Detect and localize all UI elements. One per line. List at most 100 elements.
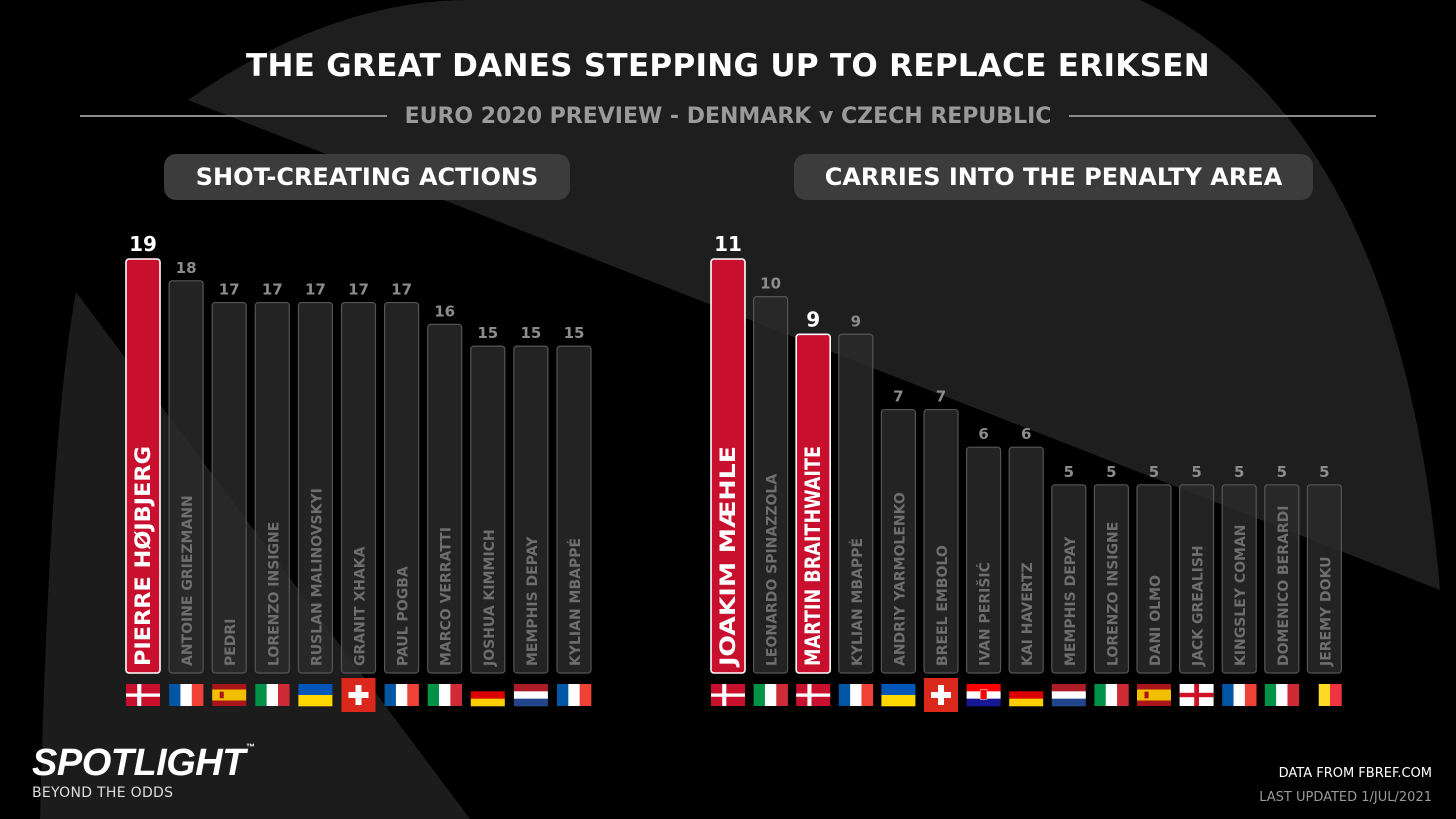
bar-martin-braithwaite	[795, 333, 832, 674]
bar-pedri	[211, 301, 247, 674]
france-flag-icon	[169, 684, 204, 706]
bar-kai-havertz	[1008, 446, 1044, 674]
germany-flag-icon	[1009, 684, 1044, 707]
italy-flag-icon	[427, 684, 462, 706]
bar-group-lorenzo-insigne: 5 LORENZO INSIGNE	[1093, 463, 1130, 674]
bar-group-leonardo-spinazzola: 10 LEONARDO SPINAZZOLA	[752, 275, 789, 674]
value-label-marco-verratti: 16	[434, 302, 455, 320]
value-label-dani-olmo: 5	[1149, 463, 1159, 481]
value-label-memphis-depay: 15	[520, 324, 541, 342]
denmark-flag-icon	[796, 684, 831, 706]
player-label-marco-verratti: MARCO VERRATTI	[439, 527, 455, 666]
value-label-ivan-perisic: 6	[978, 425, 988, 443]
player-label-memphis-depay: MEMPHIS DEPAY	[1063, 536, 1079, 666]
bar-leonardo-spinazzola	[752, 296, 789, 674]
player-label-jeremy-doku: JEREMY DOKU	[1318, 556, 1334, 667]
value-label-domenico-berardi: 5	[1277, 463, 1287, 481]
player-label-lorenzo-insigne: LORENZO INSIGNE	[1105, 522, 1121, 666]
spotlight-logo: SPOTLIGHT™	[32, 742, 255, 784]
ukraine-flag-icon	[298, 684, 333, 707]
bar-memphis-depay	[1051, 484, 1087, 674]
player-label-andriy-yarmolenko: ANDRIY YARMOLENKO	[892, 492, 908, 666]
value-label-joshua-kimmich: 15	[477, 324, 498, 342]
bar-group-domenico-berardi: 5 DOMENICO BERARDI	[1264, 463, 1300, 674]
croatia-flag-icon	[966, 684, 1001, 707]
france-flag-icon	[557, 684, 592, 706]
value-label-pierre-hojbjerg: 19	[129, 232, 157, 256]
player-label-lorenzo-insigne: LORENZO INSIGNE	[266, 522, 282, 666]
bar-group-memphis-depay: 15 MEMPHIS DEPAY	[513, 324, 549, 674]
bar-paul-pogba	[384, 301, 420, 674]
value-label-jack-grealish: 5	[1191, 463, 1201, 481]
bar-group-antoine-griezmann: 18 ANTOINE GRIEZMANN	[168, 259, 204, 674]
value-label-kai-havertz: 6	[1021, 425, 1031, 443]
bar-group-andriy-yarmolenko: 7 ANDRIY YARMOLENKO	[880, 388, 917, 674]
panel-title-shot-creating-actions: SHOT-CREATING ACTIONS	[164, 154, 570, 200]
bar-joshua-kimmich	[470, 345, 506, 674]
bar-dani-olmo	[1136, 484, 1172, 674]
bar-group-jack-grealish: 5 JACK GREALISH	[1178, 463, 1215, 674]
netherlands-flag-icon	[1051, 684, 1086, 707]
player-label-memphis-depay: MEMPHIS DEPAY	[525, 536, 541, 666]
value-label-joakim-maehle: 11	[714, 232, 742, 256]
value-label-breel-embolo: 7	[936, 388, 946, 406]
italy-flag-icon	[753, 684, 788, 706]
player-label-kingsley-coman: KINGSLEY COMAN	[1233, 524, 1249, 666]
subtitle-row: EURO 2020 PREVIEW - DENMARK v CZECH REPU…	[80, 100, 1377, 132]
chart-title: THE GREAT DANES STEPPING UP TO REPLACE E…	[246, 48, 1210, 84]
player-label-ruslan-malinovskyi: RUSLAN MALINOVSKYI	[309, 488, 325, 666]
value-label-antoine-griezmann: 18	[176, 259, 197, 277]
bar-group-breel-embolo: 7 BREEL EMBOLO	[923, 388, 959, 674]
bar-group-kylian-mbappe: 9 KYLIAN MBAPPÉ	[838, 312, 874, 674]
bar-group-ruslan-malinovskyi: 17 RUSLAN MALINOVSKYI	[297, 281, 333, 674]
bar-kylian-mbappe	[838, 333, 874, 674]
bar-breel-embolo	[923, 408, 959, 674]
bar-andriy-yarmolenko	[880, 408, 917, 674]
brand-tagline: BEYOND THE ODDS	[32, 785, 174, 801]
bar-pierre-hojbjerg	[125, 258, 161, 674]
player-label-domenico-berardi: DOMENICO BERARDI	[1276, 506, 1292, 666]
bar-antoine-griezmann	[168, 280, 204, 674]
bar-group-pierre-hojbjerg: 19 PIERRE HØJBJERG	[125, 232, 161, 674]
italy-flag-icon	[1094, 684, 1129, 706]
bar-jack-grealish	[1178, 484, 1215, 674]
value-label-granit-xhaka: 17	[348, 281, 369, 299]
bar-group-dani-olmo: 5 DANI OLMO	[1136, 463, 1172, 674]
bar-domenico-berardi	[1264, 484, 1300, 674]
value-label-memphis-depay: 5	[1064, 463, 1074, 481]
bar-granit-xhaka	[340, 301, 377, 674]
ukraine-flag-icon	[881, 684, 916, 707]
player-label-antoine-griezmann: ANTOINE GRIEZMANN	[180, 495, 196, 666]
player-label-leonardo-spinazzola: LEONARDO SPINAZZOLA	[765, 474, 781, 666]
bar-joakim-maehle	[710, 258, 746, 674]
bar-group-joshua-kimmich: 15 JOSHUA KIMMICH	[470, 324, 506, 674]
player-label-ivan-perisic: IVAN PERIŠIĆ	[976, 562, 994, 666]
player-label-kai-havertz: KAI HAVERTZ	[1020, 562, 1036, 666]
bar-group-memphis-depay: 5 MEMPHIS DEPAY	[1051, 463, 1087, 674]
value-label-leonardo-spinazzola: 10	[760, 275, 781, 293]
panel-title-carries-into-penalty-area: CARRIES INTO THE PENALTY AREA	[794, 154, 1313, 200]
bar-group-ivan-perisic: 6 IVAN PERIŠIĆ	[965, 425, 1002, 674]
value-label-lorenzo-insigne: 5	[1106, 463, 1116, 481]
divider-right	[1069, 115, 1377, 117]
bar-marco-verratti	[427, 323, 463, 674]
divider-left	[80, 115, 387, 117]
italy-flag-icon	[1264, 684, 1300, 706]
bar-memphis-depay	[513, 345, 549, 674]
spain-flag-icon	[1137, 684, 1171, 706]
value-label-lorenzo-insigne: 17	[262, 281, 283, 299]
bar-group-marco-verratti: 16 MARCO VERRATTI	[427, 302, 463, 674]
switzerland-flag-icon	[341, 678, 376, 712]
netherlands-flag-icon	[513, 684, 548, 707]
spain-flag-icon	[212, 684, 247, 706]
player-label-martin-braithwaite: MARTIN BRAITHWAITE	[801, 446, 825, 666]
value-label-andriy-yarmolenko: 7	[893, 388, 903, 406]
bar-group-paul-pogba: 17 PAUL POGBA	[384, 281, 420, 674]
switzerland-flag-icon	[924, 678, 958, 712]
belgium-flag-icon	[1307, 684, 1342, 706]
germany-flag-icon	[470, 684, 505, 707]
france-flag-icon	[1222, 684, 1257, 706]
last-updated: LAST UPDATED 1/JUL/2021	[1259, 790, 1432, 805]
bar-jeremy-doku	[1306, 484, 1343, 674]
